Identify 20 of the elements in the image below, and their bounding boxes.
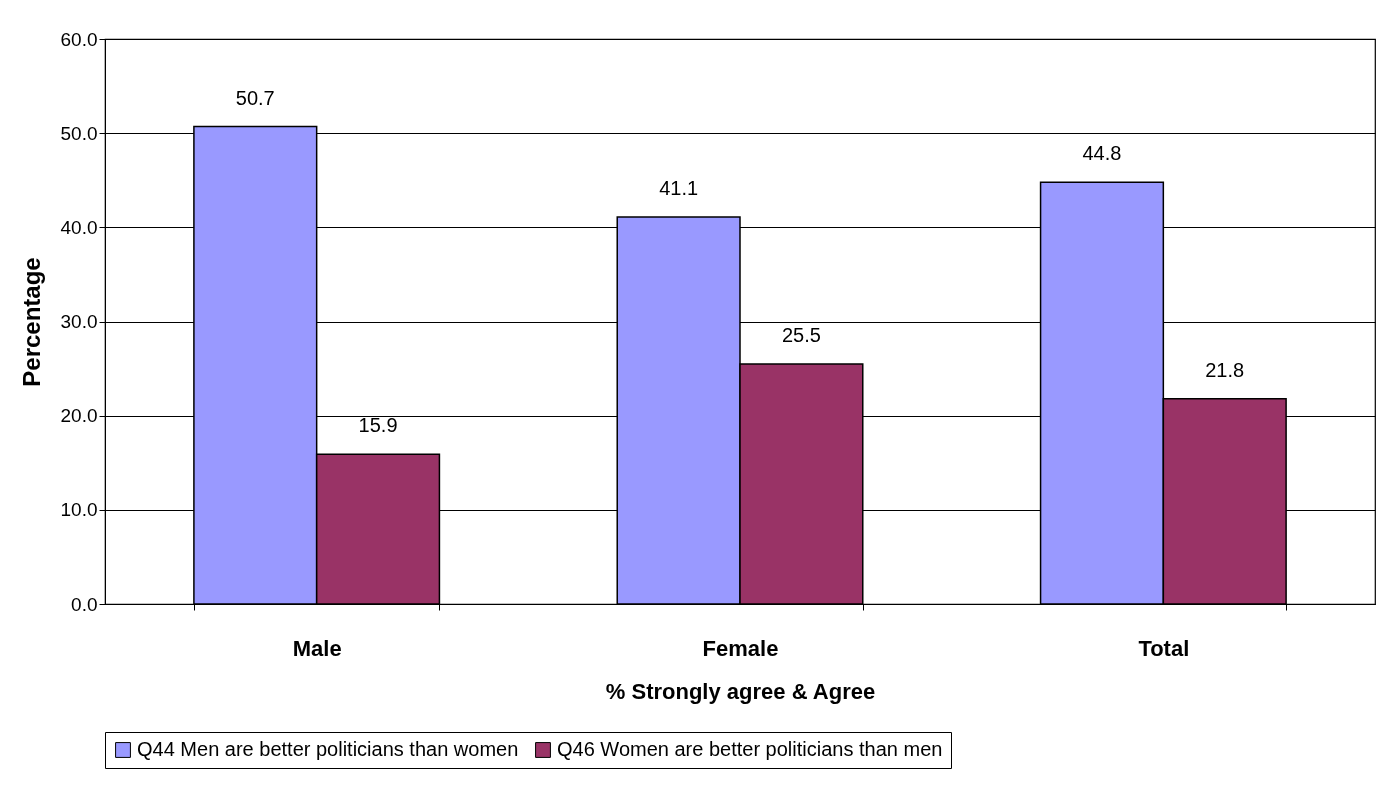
data-label: 21.8 [1205, 358, 1245, 381]
x-tick-label: Total [1138, 635, 1190, 661]
x-tick-label: Male [292, 635, 342, 661]
x-axis-title: % Strongly agree & Agree [605, 678, 876, 704]
y-tick-label: 40.0 [60, 216, 98, 238]
y-tick-label: 20.0 [60, 405, 98, 427]
y-tick-label: 10.0 [60, 499, 98, 521]
y-tick-label: 50.0 [60, 122, 98, 144]
data-label: 41.1 [659, 176, 699, 199]
data-label: 15.9 [358, 414, 398, 437]
y-tick-label: 0.0 [71, 593, 98, 615]
y-tick-label: 60.0 [60, 28, 98, 50]
data-label: 25.5 [781, 323, 821, 346]
x-tick-label: Female [702, 635, 779, 661]
y-axis-title: Percentage [17, 257, 45, 387]
data-label: 44.8 [1082, 142, 1122, 165]
y-tick-label: 30.0 [60, 311, 98, 332]
legend-label: Q46 Women are better politicians than men [557, 738, 943, 760]
data-label: 50.7 [235, 86, 275, 109]
legend-label: Q44 Men are better politicians than women [137, 738, 519, 760]
